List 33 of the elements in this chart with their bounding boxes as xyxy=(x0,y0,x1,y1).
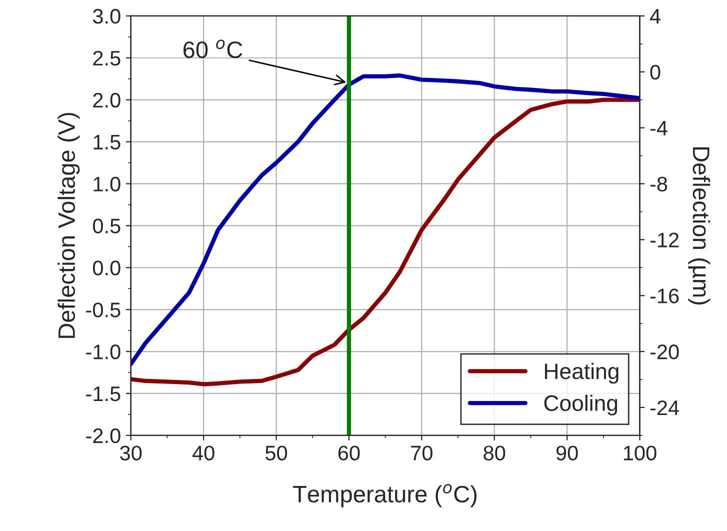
x-tick-label: 60 xyxy=(338,446,360,460)
y2-tick-label: -4 xyxy=(650,121,668,136)
x-tick-label: 70 xyxy=(411,446,432,460)
y-tick-label: -0.5 xyxy=(86,302,120,318)
x-tick-label: 80 xyxy=(484,446,506,460)
y2-tick-label: 4 xyxy=(650,9,660,24)
y2-tick-label: -24 xyxy=(650,400,679,416)
y-tick-label: 0.5 xyxy=(92,218,120,234)
y2-tick-label: 0 xyxy=(650,64,660,80)
x-tick-label: 40 xyxy=(192,446,214,460)
x-tick-label: 90 xyxy=(556,446,578,460)
y2-tick-label: -16 xyxy=(650,288,679,304)
legend-label: Heating xyxy=(544,362,618,384)
y-tick-label: 0.0 xyxy=(92,260,120,276)
y2-tick-label: -12 xyxy=(650,232,679,248)
y-tick-label: -2.0 xyxy=(86,428,120,444)
annotation: 60 $^{o}$C xyxy=(183,40,242,58)
y2-axis-title: Deflection (µm) xyxy=(688,147,710,304)
x-tick-label: 30 xyxy=(120,446,142,460)
y-tick-label: 3.0 xyxy=(92,8,120,24)
x-tick-label: 100 xyxy=(624,446,656,460)
y2-tick-label: -8 xyxy=(650,176,668,192)
legend-label: Cooling xyxy=(544,394,618,416)
y2-tick-label: -20 xyxy=(650,344,679,360)
x-tick-label: 50 xyxy=(266,446,288,460)
y-tick-label: -1.5 xyxy=(86,386,120,402)
y-tick-label: 1.5 xyxy=(94,134,120,150)
y-tick-label: 1.0 xyxy=(94,176,120,192)
y-tick-label: 2.0 xyxy=(93,92,120,108)
y-axis-title: Deflection Voltage (V) xyxy=(58,112,80,338)
y-tick-label: 2.5 xyxy=(93,50,120,66)
x-axis-title: Temperature ($^{o}$C) xyxy=(293,484,477,508)
y-tick-label: -1.0 xyxy=(86,344,120,360)
